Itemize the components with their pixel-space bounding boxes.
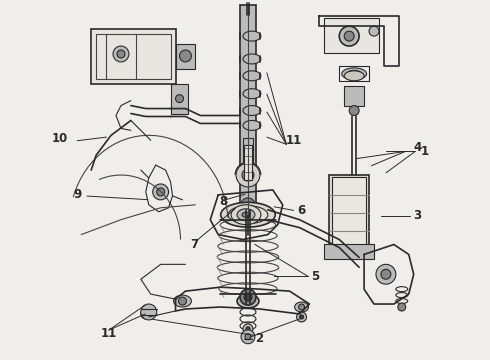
Ellipse shape [242, 212, 254, 218]
Circle shape [339, 26, 359, 46]
Bar [243, 146, 253, 153]
Text: 1: 1 [421, 145, 429, 158]
Circle shape [241, 330, 255, 344]
Text: 4: 4 [414, 141, 422, 154]
Bar [344, 86, 364, 105]
Circle shape [117, 50, 125, 58]
Circle shape [141, 304, 157, 320]
Text: 6: 6 [297, 204, 305, 217]
Circle shape [153, 184, 169, 200]
Circle shape [244, 293, 252, 301]
Circle shape [398, 303, 406, 311]
Bar [243, 154, 253, 161]
Circle shape [175, 95, 183, 103]
Bar [91, 29, 175, 84]
Bar [171, 84, 189, 113]
Bar [243, 162, 253, 169]
Text: 7: 7 [190, 238, 198, 251]
Text: 3: 3 [414, 209, 422, 222]
Circle shape [381, 269, 391, 279]
Ellipse shape [342, 68, 367, 80]
Text: 11: 11 [101, 327, 117, 340]
Text: 10: 10 [52, 132, 69, 145]
Bar [329, 175, 369, 255]
Ellipse shape [344, 71, 364, 81]
Ellipse shape [243, 121, 261, 130]
Bar [243, 138, 253, 145]
Bar [332, 177, 366, 252]
Circle shape [344, 31, 354, 41]
Ellipse shape [243, 105, 261, 116]
Circle shape [242, 169, 254, 181]
Circle shape [178, 297, 187, 305]
Ellipse shape [347, 70, 361, 77]
Text: 9: 9 [73, 188, 81, 201]
Circle shape [376, 264, 396, 284]
Ellipse shape [294, 302, 309, 312]
Text: 8: 8 [219, 195, 227, 208]
Ellipse shape [243, 54, 261, 64]
Ellipse shape [242, 297, 254, 305]
Circle shape [241, 198, 255, 212]
Circle shape [236, 163, 260, 187]
Ellipse shape [237, 209, 255, 221]
Ellipse shape [243, 71, 261, 81]
Ellipse shape [220, 202, 275, 227]
Circle shape [349, 105, 359, 116]
Circle shape [240, 289, 256, 305]
Bar [240, 5, 256, 215]
Ellipse shape [173, 295, 192, 307]
Ellipse shape [242, 212, 250, 217]
Bar [243, 170, 253, 177]
Ellipse shape [228, 206, 268, 224]
Circle shape [298, 304, 305, 310]
Text: 2: 2 [255, 333, 264, 346]
Ellipse shape [236, 209, 260, 221]
Ellipse shape [237, 294, 259, 308]
Circle shape [144, 312, 148, 316]
Circle shape [157, 188, 165, 196]
Ellipse shape [243, 89, 261, 99]
Ellipse shape [243, 31, 261, 41]
Text: 5: 5 [311, 270, 319, 283]
Bar [244, 145, 252, 180]
Circle shape [113, 46, 129, 62]
Ellipse shape [231, 205, 261, 225]
Text: 11: 11 [286, 134, 302, 147]
Circle shape [179, 50, 192, 62]
Circle shape [246, 327, 250, 331]
Circle shape [369, 26, 379, 36]
Bar [175, 44, 196, 69]
Bar [324, 18, 379, 53]
Circle shape [141, 309, 151, 319]
Bar [324, 244, 374, 260]
Bar [96, 34, 171, 79]
Circle shape [296, 312, 307, 322]
Circle shape [245, 334, 251, 340]
Circle shape [299, 315, 303, 319]
Circle shape [243, 324, 253, 334]
